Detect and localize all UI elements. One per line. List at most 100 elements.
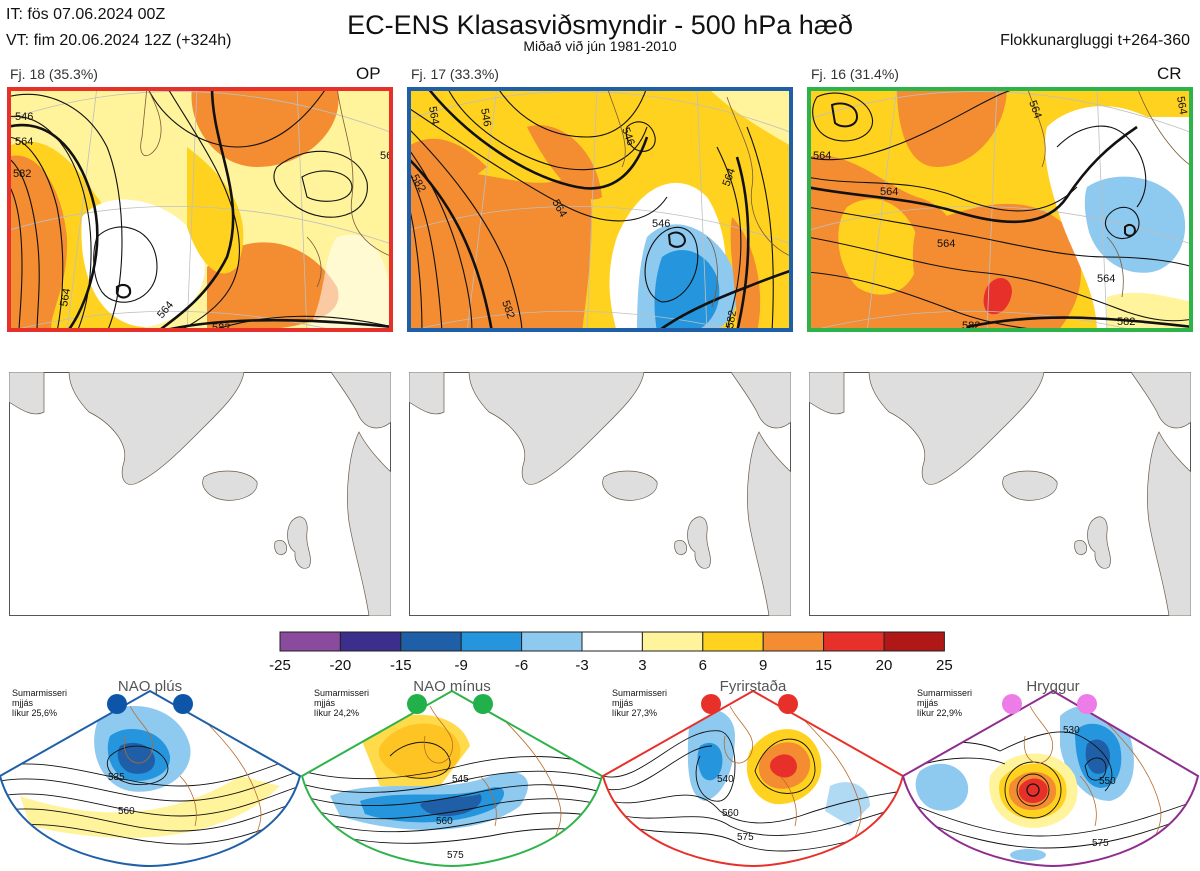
colorbar-tick-label: -20: [330, 657, 352, 674]
contour-label: 540: [717, 774, 734, 785]
iceland-landmass: [202, 470, 258, 501]
anomaly-weak: [1107, 292, 1193, 332]
contour-label: 582: [212, 322, 230, 332]
fan-border: [601, 689, 905, 868]
norway-landmass: [347, 431, 391, 616]
svalbard-landmass: [730, 372, 791, 429]
anomaly-negative-strong: [1085, 739, 1110, 774]
contour-label: 564: [15, 136, 33, 148]
contour-label: 535: [108, 772, 125, 783]
colorbar-swatch: [279, 631, 341, 652]
base-map-3: [809, 372, 1191, 616]
base-map-1: [9, 372, 391, 616]
colorbar-swatch: [400, 631, 462, 652]
fan-border: [300, 689, 604, 868]
init-time: IT: fös 07.06.2024 00Z: [6, 6, 166, 23]
anomaly-positive: [187, 147, 244, 274]
height-contours: [407, 87, 774, 332]
colorbar-swatches: [279, 631, 945, 652]
regime-marker-dot: [107, 694, 127, 714]
panel-2-label: Fj. 17 (33.3%): [411, 66, 499, 82]
contour-label: 564: [880, 186, 898, 198]
britain-landmass: [287, 516, 311, 569]
regime-note: mjjás: [917, 698, 939, 708]
anomaly-neutral: [81, 199, 205, 327]
anomaly-positive-strong: [912, 203, 1081, 332]
coastline: [1026, 87, 1193, 298]
contour-label: 564: [1026, 99, 1044, 120]
fan-border: [901, 689, 1200, 868]
regime-name: NAO mínus: [413, 678, 491, 695]
canada-landmass: [409, 372, 445, 415]
iceland-landmass: [1002, 470, 1058, 501]
contour-label: 582: [499, 299, 517, 320]
regime-season: Sumarmisseri: [12, 688, 67, 698]
regime-marker-dot: [778, 694, 798, 714]
contour-label: 560: [118, 806, 135, 817]
contour-label: 582: [1117, 316, 1135, 328]
regime-marker-dot: [701, 694, 721, 714]
fan-border: [0, 689, 302, 868]
regime-prob: líkur 25,6%: [12, 708, 57, 718]
colorbar-tick-label: 25: [936, 657, 953, 674]
colorbar-swatch: [339, 631, 402, 652]
regime-blocking: Fyrirstaða Sumarmisseri mjjás líkur 27,3…: [601, 678, 905, 868]
colorbar-swatch: [762, 631, 825, 652]
norway-landmass: [1147, 431, 1191, 616]
anomaly-positive-strong: [770, 754, 797, 778]
regime-prob: líkur 24,2%: [314, 708, 359, 718]
colorbar-ticks: -25 -20 -15 -9 -6 -3 3 6 9 15 20 25: [269, 657, 953, 674]
anomaly-negative-strong: [420, 794, 482, 817]
regime-prob: líkur 27,3%: [612, 708, 657, 718]
colorbar-swatch: [460, 631, 523, 652]
contour-label: 575: [1092, 838, 1109, 849]
regime-marker-dot: [1077, 694, 1097, 714]
svalbard-landmass: [330, 372, 391, 429]
contour-label: 546: [15, 111, 33, 123]
anomaly-positive-strong: [1018, 778, 1048, 803]
regime-nao-minus: NAO mínus Sumarmisseri mjjás líkur 24,2%…: [300, 678, 604, 868]
colorbar-tick-label: -15: [390, 657, 412, 674]
colorbar-tick-label: -3: [575, 657, 588, 674]
valid-time: VT: fim 20.06.2024 12Z (+324h): [6, 32, 232, 49]
classification-window: Flokkunargluggi t+264-360: [1000, 32, 1190, 49]
height-contours-thick: [407, 87, 793, 332]
colorbar-swatch: [883, 631, 945, 652]
regime-ridge: Hryggur Sumarmisseri mjjás líkur 22,9% 5…: [901, 678, 1200, 868]
regime-marker-dot: [473, 694, 493, 714]
panel-3-label: Fj. 16 (31.4%): [811, 66, 899, 82]
contour-label: 564: [426, 105, 441, 125]
anomaly-positive-max: [983, 277, 1012, 315]
colorbar-swatch: [641, 631, 704, 652]
contour-label: 560: [436, 816, 453, 827]
contour-label: 530: [1063, 725, 1080, 736]
colorbar-tick-label: 6: [699, 657, 707, 674]
cluster-map-3: 564 564 564 564 564 582 582 564: [807, 87, 1193, 332]
contour-label: 564: [721, 167, 739, 188]
contour-labels: 564 564 564 564 564 582 582 564: [813, 95, 1189, 332]
britain-landmass: [1087, 516, 1111, 569]
cluster-map-2: 564 546 546 582 564 546 582 564 582: [407, 87, 793, 332]
colorbar-tick-label: 9: [759, 657, 767, 674]
iceland-landmass: [602, 470, 658, 501]
anomaly-positive: [360, 714, 470, 786]
anomaly-positive-strong: [407, 171, 592, 332]
contour-label: 564: [1097, 273, 1115, 285]
anomaly-positive-strong: [897, 87, 1007, 167]
colorbar: -25 -20 -15 -9 -6 -3 3 6 9 15 20 25: [269, 631, 953, 674]
regime-marker-dot: [173, 694, 193, 714]
contour-label: 575: [737, 832, 754, 843]
ireland-landmass: [1074, 539, 1088, 556]
graticule: [7, 87, 393, 332]
svalbard-landmass: [1130, 372, 1191, 429]
greenland-landmass: [468, 372, 645, 485]
canada-landmass: [809, 372, 845, 415]
regime-season: Sumarmisseri: [314, 688, 369, 698]
contour-label: 564: [813, 150, 831, 162]
anomaly-positive: [20, 776, 280, 838]
colorbar-swatch: [581, 631, 643, 652]
regime-nao-plus: NAO plús Sumarmisseri mjjás líkur 25,6% …: [0, 678, 302, 868]
regime-note: mjjás: [612, 698, 634, 708]
regime-name: NAO plús: [118, 678, 182, 695]
regime-season: Sumarmisseri: [917, 688, 972, 698]
